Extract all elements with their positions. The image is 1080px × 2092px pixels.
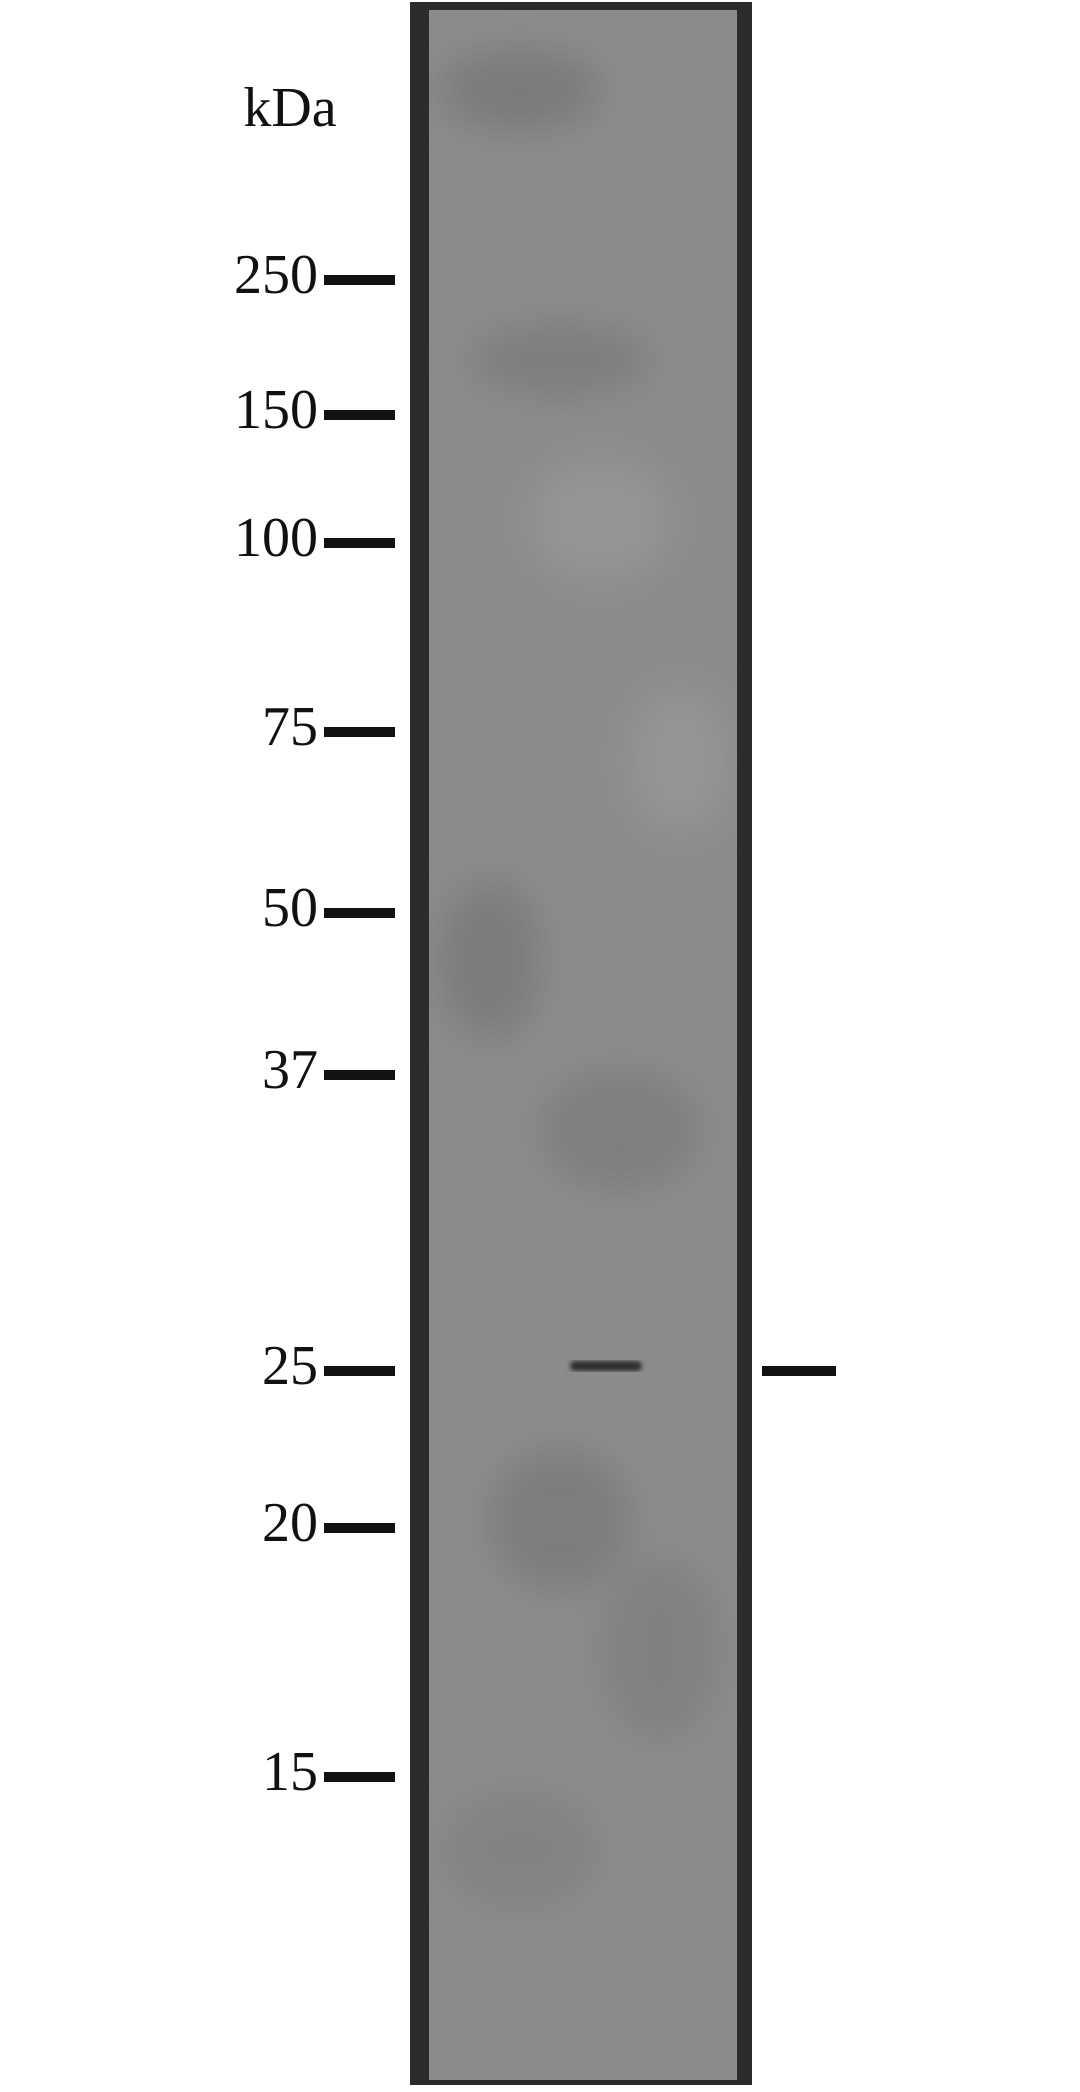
marker-label: 37: [262, 1039, 318, 1101]
marker-label: 50: [262, 877, 318, 939]
marker-label: 100: [234, 507, 318, 569]
marker-tick: [324, 410, 395, 420]
band-arrow: [762, 1366, 836, 1376]
protein-band: [570, 1361, 642, 1371]
marker-tick: [324, 275, 395, 285]
unit-label: kDa: [243, 77, 336, 139]
marker-tick: [324, 1366, 395, 1376]
marker-tick: [324, 538, 395, 548]
marker-label: 20: [262, 1492, 318, 1554]
marker-tick: [324, 1772, 395, 1782]
marker-label: 150: [234, 379, 318, 441]
marker-label: 250: [234, 244, 318, 306]
marker-tick: [324, 727, 395, 737]
lane-texture: [440, 50, 730, 1910]
marker-label: 25: [262, 1335, 318, 1397]
marker-tick: [324, 908, 395, 918]
marker-tick: [324, 1070, 395, 1080]
marker-tick: [324, 1523, 395, 1533]
marker-label: 75: [262, 696, 318, 758]
marker-label: 15: [262, 1741, 318, 1803]
lane: [429, 10, 737, 2080]
